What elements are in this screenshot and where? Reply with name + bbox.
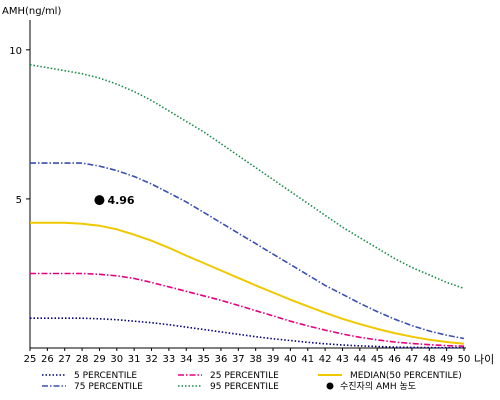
y-ticks: 5 10 — [9, 46, 30, 206]
x-tick-label: 31 — [128, 354, 141, 365]
series-line-1 — [30, 272, 465, 347]
y-tick-label: 10 — [9, 46, 22, 57]
x-tick-label: 28 — [76, 354, 89, 365]
legend-swatch-5 — [326, 382, 334, 390]
legend-label-0: 5 PERCENTILE — [74, 371, 137, 381]
x-tick-label: 33 — [163, 354, 176, 365]
series-line-3 — [30, 162, 465, 340]
series-line-0 — [30, 317, 464, 349]
series-lines — [29, 63, 465, 349]
x-tick-label: 43 — [336, 354, 349, 365]
x-tick-label: 36 — [215, 354, 228, 365]
x-tick-label: 27 — [58, 354, 71, 365]
x-tick-label: 42 — [319, 354, 332, 365]
legend: 5 PERCENTILE 25 PERCENTILE MEDIAN(50 PERCE… — [42, 371, 462, 392]
x-tick-label: 32 — [145, 354, 158, 365]
x-tick-label: 41 — [301, 354, 314, 365]
amh-marker-point — [94, 195, 105, 206]
amh-marker-label: 4.96 — [107, 194, 134, 207]
x-tick-label: 50 — [458, 354, 471, 365]
legend-label-4: 95 PERCENTILE — [210, 382, 279, 392]
x-tick-label: 30 — [110, 354, 123, 365]
legend-label-1: 25 PERCENTILE — [210, 371, 279, 381]
x-ticks: 25 26 27 28 29 30 31 32 33 34 35 36 37 38 39 40 41 42 43 44… — [24, 348, 471, 365]
x-tick-label: 37 — [232, 354, 245, 365]
x-tick-label: 25 — [24, 354, 37, 365]
x-tick-label: 48 — [423, 354, 436, 365]
series-line-4 — [29, 63, 465, 290]
y-axis-label: AMH(ng/ml) — [2, 6, 61, 17]
x-tick-label: 29 — [93, 354, 106, 365]
x-tick-label: 46 — [388, 354, 401, 365]
x-tick-label: 44 — [353, 354, 366, 365]
legend-label-5: 수진자의 AMH 농도 — [340, 381, 416, 392]
x-axis-label: 나이 — [474, 353, 494, 366]
x-tick-label: 35 — [197, 354, 210, 365]
x-tick-label: 39 — [267, 354, 280, 365]
x-tick-label: 38 — [249, 354, 262, 365]
marker-group: 4.96 — [94, 194, 135, 207]
x-tick-label: 34 — [180, 354, 193, 365]
x-tick-label: 45 — [371, 354, 384, 365]
y-tick-label: 5 — [16, 195, 22, 206]
legend-label-3: 75 PERCENTILE — [74, 382, 143, 392]
x-tick-label: 40 — [284, 354, 297, 365]
x-tick-label: 26 — [41, 354, 54, 365]
series-line-2 — [30, 221, 465, 345]
legend-label-2: MEDIAN(50 PERCENTILE) — [350, 371, 462, 381]
x-tick-label: 47 — [406, 354, 419, 365]
x-tick-label: 49 — [440, 354, 453, 365]
